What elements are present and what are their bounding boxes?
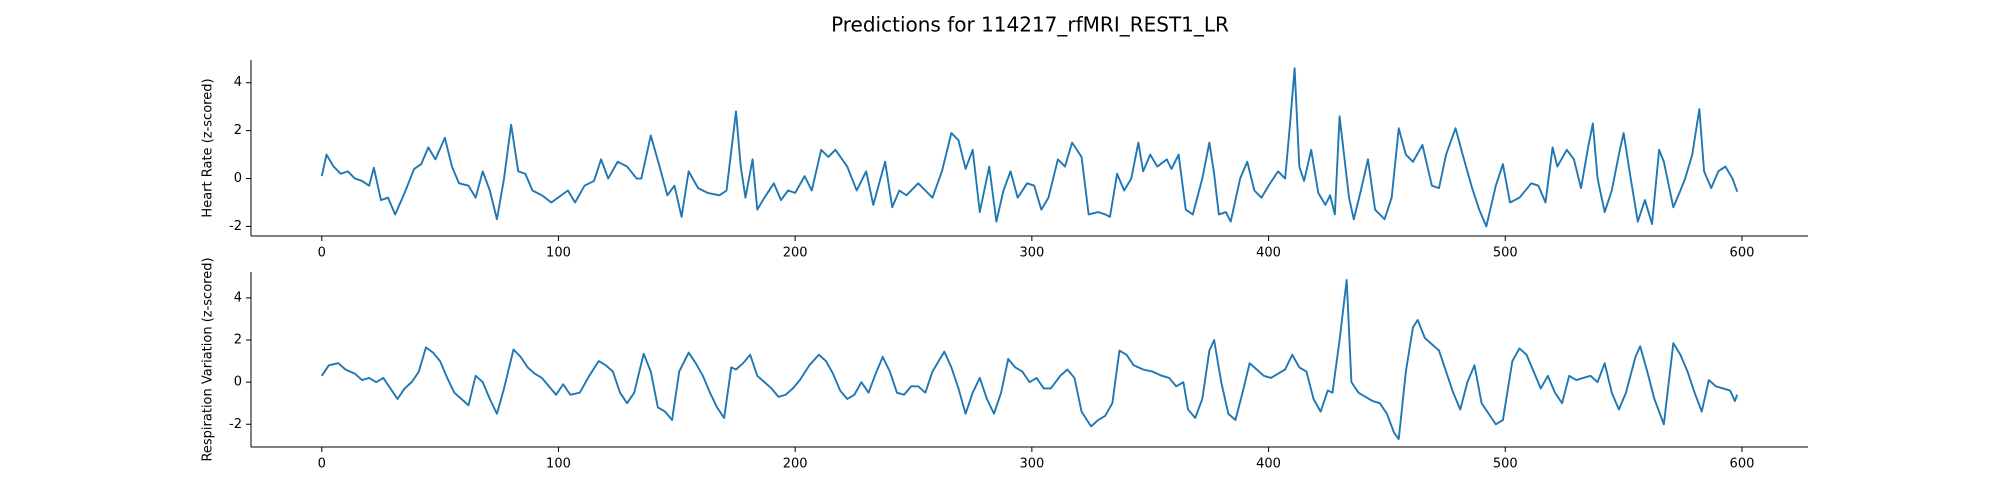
x-tick-label: 400 [1256, 457, 1281, 472]
y-tick-label: -2 [229, 219, 242, 234]
x-tick-label: 100 [546, 457, 571, 472]
y-tick-label: 4 [234, 75, 242, 90]
x-tick-label: 200 [783, 246, 808, 261]
x-tick-label: 300 [1019, 246, 1044, 261]
x-tick-label: 600 [1730, 457, 1755, 472]
y-axis-label: Heart Rate (z-scored) [201, 78, 216, 217]
y-tick-label: 0 [234, 171, 242, 186]
x-tick-label: 500 [1493, 246, 1518, 261]
x-tick-label: 0 [318, 246, 326, 261]
y-tick-label: 4 [234, 290, 242, 305]
y-tick-label: -2 [229, 417, 242, 432]
x-tick-label: 300 [1019, 457, 1044, 472]
y-axis-label: Respiration Variation (z-scored) [201, 257, 216, 461]
x-tick-label: 200 [783, 457, 808, 472]
x-tick-label: 600 [1730, 246, 1755, 261]
x-tick-label: 0 [318, 457, 326, 472]
y-tick-label: 0 [234, 375, 242, 390]
y-tick-label: 2 [234, 333, 242, 348]
x-tick-label: 100 [546, 246, 571, 261]
data-line [320, 279, 1739, 440]
x-tick-label: 400 [1256, 246, 1281, 261]
x-tick-label: 500 [1493, 457, 1518, 472]
data-line [320, 67, 1739, 228]
y-tick-label: 2 [234, 123, 242, 138]
figure-title: Predictions for 114217_rfMRI_REST1_LR [831, 13, 1229, 37]
